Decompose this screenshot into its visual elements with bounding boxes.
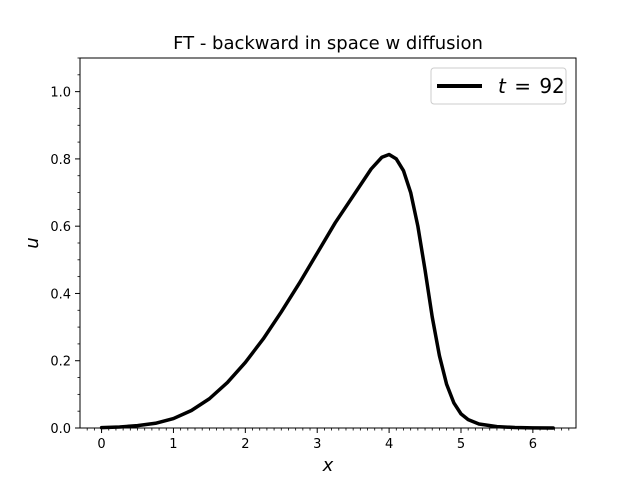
x-tick-label: 2 [241,437,249,452]
legend: t = 92 [430,67,567,105]
x-tick-label: 1 [169,437,177,452]
series-line [99,152,555,430]
x-tick-label: 0 [97,437,105,452]
y-axis: 0.0 0.2 0.4 0.6 0.8 1.0 [50,86,80,437]
y-tick-label: 0.6 [50,220,71,235]
legend-box [430,67,567,105]
legend-entry-eq: = [514,74,531,98]
x-axis: 0 1 2 3 4 5 6 [97,428,537,452]
legend-entry-value: 92 [539,74,564,98]
y-tick-label: 0.8 [50,153,71,168]
legend-entry-var: t [498,74,507,98]
x-tick-label: 5 [457,437,465,452]
minor-ticks [77,57,570,431]
y-tick-label: 1.0 [50,86,71,101]
chart-title: FT - backward in space w diffusion [173,33,483,54]
y-tick-label: 0.2 [50,355,71,370]
x-tick-label: 6 [529,437,537,452]
x-axis-label: x [322,455,334,476]
x-tick-label: 3 [313,437,321,452]
y-tick-label: 0.0 [50,422,71,437]
y-tick-label: 0.4 [50,287,71,302]
plot-area-frame [79,57,577,429]
x-tick-label: 4 [385,437,393,452]
legend-entry: t = 92 [498,74,565,98]
y-axis-label: u [22,237,43,248]
series-layer [99,152,555,430]
